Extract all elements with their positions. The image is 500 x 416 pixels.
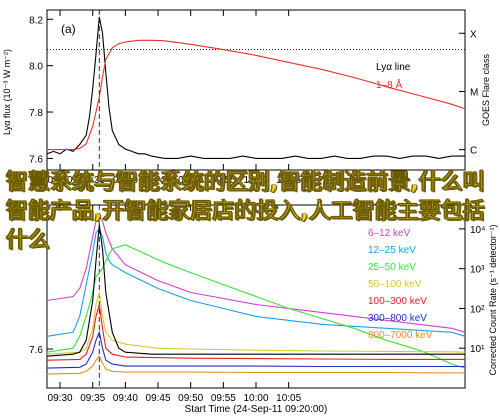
x-tick-label-a: 09:35 [80, 175, 105, 186]
right-tick-label-b: 10³ [470, 265, 485, 276]
x-tick-label-a: 10:05 [276, 175, 301, 186]
x-axis-label: Start Time (24-Sep-11 09:20:00) [185, 404, 328, 415]
panel-b: 09:30 09:35 09:40 09:45 09:50 09:55 10:00 10:05… [29, 204, 498, 415]
legend-a-lya: Lyα line [376, 62, 411, 73]
panel-a-ticks: 09:30 09:35 09:40 09:45 09:50 09:55 10:00 10:05… [29, 10, 478, 186]
overlay-caption: 智慧系统与智能系统的区别,智能制造前景,什么叫智能产品,开智能家居店的投入,人工… [6, 170, 485, 253]
panel-a-lines [46, 16, 466, 159]
legend-a-goes: 1–8 Å [376, 78, 402, 91]
series-ly-line [46, 224, 465, 357]
series-12-25-kev [46, 227, 466, 337]
legend-b-item: 12–25 keV [368, 245, 416, 256]
series-lya-line [46, 16, 465, 159]
legend-b-item: 50–100 keV [368, 279, 422, 290]
y-tick-label-a: 7.8 [29, 108, 43, 119]
x-tick-label-a: 09:55 [211, 175, 236, 186]
right-tick-label-b: 10¹ [470, 344, 485, 355]
y-tick-label-a: 8.2 [29, 15, 43, 26]
panel-b-legend: 6–12 keV 12–25 keV 25–50 keV 50–100 keV 100–… [368, 228, 433, 341]
series-25-50-kev [46, 244, 466, 369]
legend-b-item: 300–800 keV [368, 313, 427, 324]
series-50-100-kev [46, 292, 466, 355]
panel-a-frame [46, 9, 466, 171]
x-tick-label-b: 09:50 [178, 393, 203, 404]
y-axis-label-a: Lyα flux (10⁻³ W m⁻²) [2, 49, 12, 135]
panel-b-lines [46, 216, 466, 375]
y-tick-label-a: 7.6 [29, 154, 43, 165]
x-tick-label-a: 10:00 [243, 175, 268, 186]
y-tick-label-a: 8.0 [29, 62, 43, 73]
legend-b-item: 6–12 keV [368, 228, 411, 239]
series-6-12-kev [46, 216, 466, 333]
legend-b-item: 800–7000 keV [368, 330, 433, 341]
x-tick-label-b: 09:30 [48, 393, 73, 404]
x-tick-label-a: 09:40 [113, 175, 138, 186]
x-tick-label-b: 09:55 [211, 393, 236, 404]
panel-b-ticks: 09:30 09:35 09:40 09:45 09:50 09:55 10:00 10:05… [29, 205, 485, 404]
x-tick-label-b: 09:35 [80, 393, 105, 404]
right-axis-label-b: Corrected Count Rate (s⁻¹ detector⁻¹) [488, 224, 498, 375]
right-axis-label-a: GOES Flare class [481, 53, 491, 126]
x-tick-label-b: 09:45 [146, 393, 171, 404]
right-tick-label-a: X [470, 29, 477, 40]
panel-a-label: (a) [61, 22, 76, 36]
series-300-800-kev [46, 330, 465, 369]
series-100-300-kev [46, 304, 465, 361]
right-tick-label-a: M [470, 87, 478, 98]
x-tick-label-a: 09:30 [48, 175, 73, 186]
legend-b-item: 25–50 keV [368, 262, 416, 273]
series-800-7000-kev [46, 355, 465, 375]
x-tick-label-a: 09:50 [178, 175, 203, 186]
x-tick-label-b: 10:00 [243, 393, 268, 404]
x-tick-label-b: 09:40 [113, 393, 138, 404]
right-tick-label-b: 10² [470, 304, 485, 315]
x-tick-label-b: 10:05 [276, 393, 301, 404]
legend-b-item: 100–300 keV [368, 296, 427, 307]
y-tick-label-b: 7.6 [29, 345, 43, 356]
right-tick-label-a: C [470, 146, 477, 157]
panel-a: (a) 09:30 09:35 09:40 09:45 09:50 09:55 10:00 1… [2, 9, 491, 186]
series-goes-1-8A [47, 39, 466, 151]
x-tick-label-a: 09:45 [146, 175, 171, 186]
right-tick-label-b: 10⁴ [470, 225, 485, 236]
